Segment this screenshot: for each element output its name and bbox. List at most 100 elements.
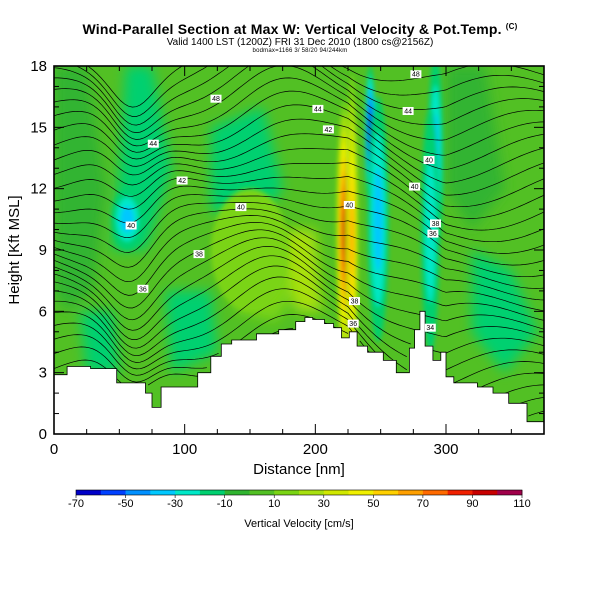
colorbar-tick-label: 90 xyxy=(466,498,478,510)
x-tick-label: 100 xyxy=(172,441,197,458)
isentrope-label: 36 xyxy=(427,229,439,238)
isentrope-label-text: 36 xyxy=(429,231,437,238)
isentrope-label: 40 xyxy=(409,182,421,191)
x-axis-label: Distance [nm] xyxy=(253,461,345,478)
isentrope-labels: 48 44 42 40 40 38 36 44 42 40 38 36 48 44 40 40 38 36 34 xyxy=(125,70,441,332)
isentrope-line xyxy=(54,66,544,126)
isentrope-label: 38 xyxy=(349,297,360,306)
isentrope-label: 34 xyxy=(424,323,436,332)
colorbar-swatch xyxy=(398,490,424,495)
isentrope-label-text: 44 xyxy=(314,106,322,113)
isentrope-label-text: 40 xyxy=(345,203,353,210)
colorbar-swatch xyxy=(447,490,473,495)
isentrope-line xyxy=(54,162,544,231)
isentrope-label: 42 xyxy=(322,125,334,134)
velocity-band xyxy=(165,290,218,373)
velocity-contour xyxy=(342,212,346,255)
isentrope-label-text: 40 xyxy=(237,205,245,212)
colorbar-swatch xyxy=(175,490,201,495)
velocity-band xyxy=(446,66,505,230)
chart-subtitle: Valid 1400 LST (1200Z) FRI 31 Dec 2010 (… xyxy=(166,37,434,48)
colorbar-tick-label: 50 xyxy=(367,498,379,510)
y-tick-label: 6 xyxy=(39,303,47,320)
isentrope-label-text: 36 xyxy=(349,321,357,328)
isentrope-label-text: 48 xyxy=(412,72,420,79)
colorbar-tick-label: 70 xyxy=(417,498,429,510)
isentrope-label: 36 xyxy=(137,284,149,293)
isentrope-line xyxy=(54,185,544,254)
isentrope-label-text: 34 xyxy=(426,325,434,332)
isentrope-line xyxy=(54,104,544,184)
isentrope-line xyxy=(54,202,544,278)
isentrope-label: 38 xyxy=(430,219,441,228)
isentrope-line xyxy=(54,90,544,171)
x-tick-label: 0 xyxy=(50,441,58,458)
isentrope-label: 44 xyxy=(402,107,414,116)
isentrope-label-text: 38 xyxy=(195,252,203,259)
colorbar-swatch xyxy=(299,490,325,495)
isentrope-label: 40 xyxy=(125,221,137,230)
colorbar-tick-label: 110 xyxy=(513,498,531,510)
colorbar-label: Vertical Velocity [cm/s] xyxy=(244,518,353,530)
chart-info-line: bodmax=1166 3/ 58/20 94/244km xyxy=(252,48,348,54)
isentrope-label-text: 44 xyxy=(404,109,412,116)
colorbar-swatch xyxy=(199,490,226,495)
colorbar-swatch xyxy=(150,490,176,495)
colorbar-swatch xyxy=(422,490,449,495)
velocity-contour xyxy=(373,166,383,272)
isentrope-label: 48 xyxy=(210,94,222,103)
isentrope-line xyxy=(54,265,544,371)
colorbar-tick-label: 10 xyxy=(268,498,280,510)
colorbar-swatch xyxy=(100,490,126,495)
isentrope-line xyxy=(75,66,544,117)
colorbar-swatch xyxy=(274,490,300,495)
isentrope-label: 48 xyxy=(410,70,422,79)
chart-title: Wind-Parallel Section at Max W: Vertical… xyxy=(0,21,600,37)
y-tick-label: 12 xyxy=(30,181,47,198)
isentrope-label-text: 40 xyxy=(127,223,135,230)
colorbar: -70 -50 -30 -10 10 30 50 70 90 110 xyxy=(68,489,531,510)
isentrope-line xyxy=(54,222,544,312)
isentrope-label-text: 42 xyxy=(325,127,333,134)
isentrope-label-text: 48 xyxy=(212,96,220,103)
copyright-mark: (C) xyxy=(505,22,518,31)
isentrope-label: 44 xyxy=(312,104,324,113)
velocity-band xyxy=(54,66,107,312)
x-tick-label: 300 xyxy=(433,441,458,458)
isentrope-line xyxy=(54,148,544,219)
isentrope-label-text: 36 xyxy=(139,286,147,293)
colorbar-swatch xyxy=(497,490,523,495)
isentrope-label: 40 xyxy=(423,156,435,165)
isentrope-label-text: 40 xyxy=(425,158,433,165)
isentrope-line xyxy=(54,133,544,208)
colorbar-swatch xyxy=(472,490,498,495)
y-tick-label: 18 xyxy=(30,58,47,75)
colorbar-swatch xyxy=(323,490,349,495)
isentrope-line xyxy=(54,66,544,133)
y-tick-label: 0 xyxy=(39,426,47,443)
isentrope-line xyxy=(54,237,544,330)
velocity-band xyxy=(282,229,322,312)
colorbar-frame xyxy=(75,489,523,496)
colorbar-tick-label: 30 xyxy=(318,498,330,510)
velocity-band xyxy=(80,311,120,373)
y-tick-label: 15 xyxy=(30,119,47,136)
isentrope-label: 40 xyxy=(343,201,355,210)
colorbar-tick-label: -30 xyxy=(167,498,183,510)
colorbar-tick-label: -50 xyxy=(118,498,134,510)
velocity-field: 48 44 42 40 40 38 36 44 42 40 38 36 48 44 40 40 38 36 34 xyxy=(54,66,544,434)
colorbar-swatch xyxy=(249,490,275,495)
isentrope-label: 38 xyxy=(193,250,205,259)
isentrope-label-text: 38 xyxy=(432,221,440,228)
isentrope-label-text: 40 xyxy=(411,184,419,191)
isentrope-line xyxy=(54,276,544,384)
isentrope-line xyxy=(54,208,544,289)
isentrope-line xyxy=(54,66,544,141)
chart-title-text: Wind-Parallel Section at Max W: Vertical… xyxy=(82,21,502,37)
colorbar-swatch xyxy=(125,490,151,495)
isentrope-line xyxy=(87,66,544,108)
isentrope-label: 36 xyxy=(347,319,359,328)
isentrope-line xyxy=(54,176,544,243)
